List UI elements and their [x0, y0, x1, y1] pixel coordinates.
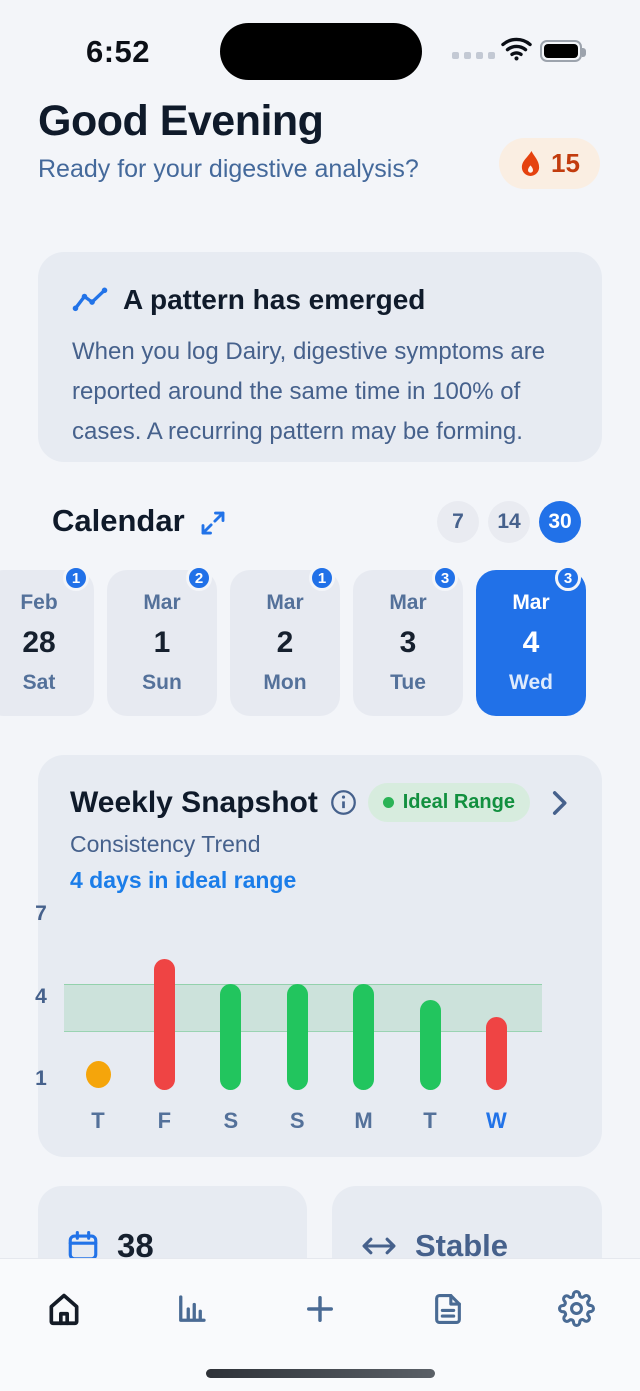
day-month: Mar: [266, 591, 304, 614]
consistency-chart: 7 4 1 T F S S M T W: [32, 880, 542, 1140]
page-subtitle: Ready for your digestive analysis?: [38, 155, 419, 183]
y-axis-tick: 1: [35, 1067, 47, 1090]
pattern-insight-card: A pattern has emerged When you log Dairy…: [38, 252, 602, 462]
pattern-body: When you log Dairy, digestive symptoms a…: [72, 338, 546, 445]
day-weekday: Sat: [22, 671, 56, 694]
range-toggle-7[interactable]: 7: [437, 501, 479, 543]
day-card-mar-3[interactable]: 3 Mar 3 Tue: [353, 565, 463, 716]
snapshot-title: Weekly Snapshot: [70, 785, 318, 819]
bar-chart-icon: [174, 1291, 210, 1332]
day-card-mar-4-selected[interactable]: 3 Mar 4 Wed: [476, 565, 586, 716]
day-weekday: Mon: [263, 671, 307, 694]
streak-count: 15: [551, 148, 580, 178]
chart-dot-T: [85, 1061, 111, 1088]
flame-icon: [519, 150, 542, 177]
day-card-mar-2[interactable]: 1 Mar 2 Mon: [230, 565, 340, 716]
nav-stats-button[interactable]: [172, 1291, 212, 1331]
gear-icon: [557, 1290, 595, 1332]
chart-bar-S: [220, 983, 242, 1090]
nav-logs-button[interactable]: [428, 1291, 468, 1331]
plus-icon: [302, 1291, 338, 1332]
chart-bar-S: [286, 983, 308, 1090]
log-count-badge: 2: [186, 565, 212, 591]
day-card-feb-28[interactable]: 1 Feb 28 Sat: [0, 565, 94, 716]
home-icon: [45, 1290, 83, 1333]
days-tracked-value: 38: [117, 1227, 154, 1264]
chart-bar-F: [153, 959, 175, 1090]
snapshot-highlight: 4 days in ideal range: [70, 867, 297, 893]
ideal-range-legend: Ideal Range: [367, 783, 530, 822]
calendar-expand-button[interactable]: [198, 508, 228, 538]
legend-label: Ideal Range: [402, 791, 515, 813]
calendar-section-title: Calendar: [52, 503, 185, 538]
x-axis-label-M: M: [354, 1108, 373, 1133]
left-right-arrow-icon: [360, 1234, 398, 1258]
snapshot-subtitle: Consistency Trend: [70, 831, 261, 857]
log-count-badge: 1: [63, 565, 89, 591]
day-number: 2: [276, 626, 294, 659]
chart-bar-T: [419, 1000, 441, 1090]
trend-status-value: Stable: [415, 1228, 509, 1263]
streak-badge[interactable]: 15: [499, 138, 600, 189]
day-month: Mar: [389, 591, 427, 614]
day-number: 3: [399, 626, 417, 659]
y-axis-tick: 4: [35, 984, 47, 1008]
log-count-badge: 3: [432, 565, 458, 591]
y-axis-tick: 7: [35, 902, 47, 925]
calendar-icon: [66, 1229, 100, 1263]
log-count-badge: 3: [555, 565, 581, 591]
nav-home-button[interactable]: [44, 1291, 84, 1331]
x-axis-label-T: T: [423, 1108, 437, 1133]
x-axis-label-W: W: [486, 1108, 507, 1133]
info-button[interactable]: [330, 789, 357, 816]
trend-line-icon: [72, 286, 108, 314]
snapshot-detail-button[interactable]: [548, 790, 570, 816]
day-weekday: Wed: [509, 671, 553, 694]
chevron-right-icon: [548, 790, 570, 816]
x-axis-label-F: F: [157, 1108, 172, 1133]
nav-settings-button[interactable]: [556, 1290, 596, 1332]
day-number: 4: [522, 626, 540, 659]
battery-icon: [540, 40, 586, 62]
chart-bar-W: [485, 1016, 507, 1090]
bottom-nav: [0, 1258, 640, 1391]
expand-diagonal-icon: [198, 511, 228, 542]
day-month: Feb: [20, 591, 58, 614]
page-title: Good Evening: [38, 97, 324, 145]
info-icon: [330, 789, 357, 816]
home-indicator[interactable]: [206, 1369, 435, 1378]
day-weekday: Sun: [142, 671, 182, 694]
x-axis-label-T: T: [91, 1108, 105, 1133]
x-axis-label-S: S: [223, 1108, 239, 1133]
day-number: 28: [22, 626, 56, 659]
log-count-badge: 1: [309, 565, 335, 591]
chart-bar-M: [353, 983, 375, 1090]
x-axis-label-S: S: [289, 1108, 305, 1133]
dynamic-island: [220, 23, 422, 80]
day-month: Mar: [143, 591, 181, 614]
cellular-dots-icon: [452, 52, 495, 59]
day-card-mar-1[interactable]: 2 Mar 1 Sun: [107, 565, 217, 716]
day-number: 1: [153, 626, 171, 659]
wifi-icon: [501, 37, 532, 66]
range-toggle-30[interactable]: 30: [539, 501, 581, 543]
range-toggle-14[interactable]: 14: [488, 501, 530, 543]
weekly-snapshot-card: Weekly Snapshot Ideal Range Consistency …: [38, 755, 602, 1157]
nav-add-button[interactable]: [300, 1291, 340, 1331]
note-icon: [431, 1292, 465, 1331]
pattern-title: A pattern has emerged: [123, 284, 426, 315]
day-weekday: Tue: [390, 671, 426, 694]
green-dot-icon: [382, 797, 394, 808]
day-month: Mar: [512, 591, 550, 614]
status-time: 6:52: [85, 34, 151, 69]
